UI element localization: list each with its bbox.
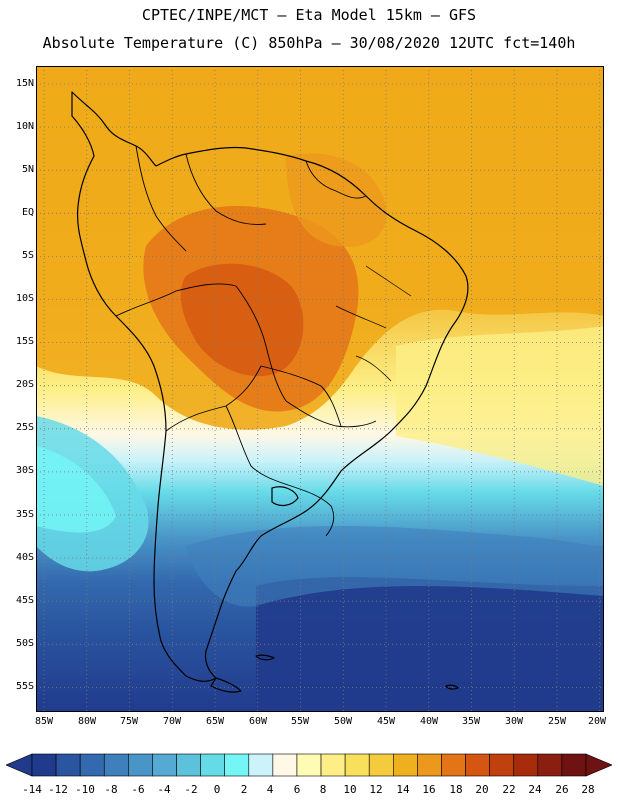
colorbar-swatch — [152, 753, 177, 777]
colorbar-label: -12 — [48, 783, 68, 796]
lon-label-45w: 45W — [376, 716, 396, 727]
colorbar-label: 6 — [293, 783, 301, 796]
colorbar-swatch — [55, 753, 81, 777]
lon-label-20w: 20W — [587, 716, 607, 727]
colorbar-swatch — [79, 753, 105, 777]
coastline — [71, 91, 469, 693]
colorbar-label: 10 — [343, 783, 357, 796]
colorbar-label: 2 — [240, 783, 248, 796]
colorbar-label: 14 — [396, 783, 410, 796]
lat-label-20s: 20S — [15, 379, 34, 390]
colorbar-swatch — [200, 753, 225, 777]
colorbar-swatch — [296, 753, 322, 777]
colorbar-label: 0 — [213, 783, 221, 796]
colorbar-label: -8 — [104, 783, 118, 796]
colorbar-label: -2 — [184, 783, 198, 796]
colorbar-label: -10 — [75, 783, 95, 796]
colorbar-swatch — [417, 753, 442, 777]
lat-label-25s: 25S — [15, 422, 34, 433]
colorbar-swatch — [176, 753, 201, 777]
lat-label-45s: 45S — [15, 595, 34, 606]
lon-label-35w: 35W — [461, 716, 481, 727]
field-mild-south-atlantic — [396, 326, 604, 486]
map-title-line1: CPTEC/INPE/MCT – Eta Model 15km – GFS — [141, 6, 477, 24]
colorbar-swatch — [320, 753, 346, 777]
lon-label-70w: 70W — [162, 716, 182, 727]
map-frame — [36, 66, 604, 712]
colorbar-swatch — [128, 753, 153, 777]
map-title-line2: Absolute Temperature (C) 850hPa – 30/08/… — [42, 34, 576, 52]
lon-label-80w: 80W — [77, 716, 97, 727]
colorbar-swatch — [537, 753, 563, 777]
lon-label-30w: 30W — [504, 716, 524, 727]
lat-label-5s: 5S — [21, 250, 34, 261]
lon-label-65w: 65W — [205, 716, 225, 727]
lat-label-55s: 55S — [15, 681, 34, 692]
colorbar-swatch — [441, 753, 466, 777]
lon-label-85w: 85W — [34, 716, 54, 727]
lat-label-10n: 10N — [15, 121, 34, 132]
colorbar-label: -6 — [131, 783, 145, 796]
colorbar-swatch — [561, 753, 587, 777]
lon-label-55w: 55W — [290, 716, 310, 727]
colorbar-label: 12 — [369, 783, 383, 796]
colorbar-left-arrow — [6, 753, 33, 777]
colorbar-label: 4 — [266, 783, 274, 796]
field-cool-band — [186, 526, 604, 607]
colorbar-swatch — [103, 753, 129, 777]
lat-label-15s: 15S — [15, 336, 34, 347]
field-cyan-tongue — [36, 446, 116, 533]
colorbar — [6, 753, 612, 777]
lat-label-15n: 15N — [15, 78, 34, 89]
field-hottest-core — [180, 263, 304, 377]
colorbar-swatch — [31, 753, 57, 777]
lon-label-40w: 40W — [419, 716, 439, 727]
colorbar-label: 8 — [319, 783, 327, 796]
lat-label-35s: 35S — [15, 509, 34, 520]
colorbar-label: 18 — [449, 783, 463, 796]
field-warm-northeast — [286, 153, 387, 247]
colorbar-label: 16 — [422, 783, 436, 796]
lat-label-50s: 50S — [15, 638, 34, 649]
lon-label-50w: 50W — [333, 716, 353, 727]
colorbar-swatch — [393, 753, 418, 777]
lat-label-10s: 10S — [15, 293, 34, 304]
colorbar-label: 22 — [502, 783, 516, 796]
lat-label-30s: 30S — [15, 465, 34, 476]
colorbar-swatch — [489, 753, 515, 777]
colorbar-swatch — [344, 753, 370, 777]
colorbar-label: -4 — [157, 783, 171, 796]
colorbar-label: 24 — [528, 783, 542, 796]
colorbar-label: 20 — [475, 783, 489, 796]
lat-label-eq: EQ — [21, 207, 34, 218]
lon-label-25w: 25W — [547, 716, 567, 727]
colorbar-swatch — [368, 753, 394, 777]
lon-label-75w: 75W — [119, 716, 139, 727]
lon-label-60w: 60W — [248, 716, 268, 727]
lat-label-5n: 5N — [21, 164, 34, 175]
colorbar-swatch — [513, 753, 539, 777]
colorbar-swatch — [248, 753, 274, 777]
temperature-map — [36, 66, 604, 712]
lat-label-40s: 40S — [15, 552, 34, 563]
colorbar-swatch — [224, 753, 250, 777]
colorbar-label: -14 — [22, 783, 42, 796]
colorbar-label: 26 — [555, 783, 569, 796]
colorbar-label: 28 — [581, 783, 595, 796]
colorbar-swatch — [272, 753, 298, 777]
colorbar-swatch — [465, 753, 490, 777]
colorbar-right-arrow — [585, 753, 612, 777]
